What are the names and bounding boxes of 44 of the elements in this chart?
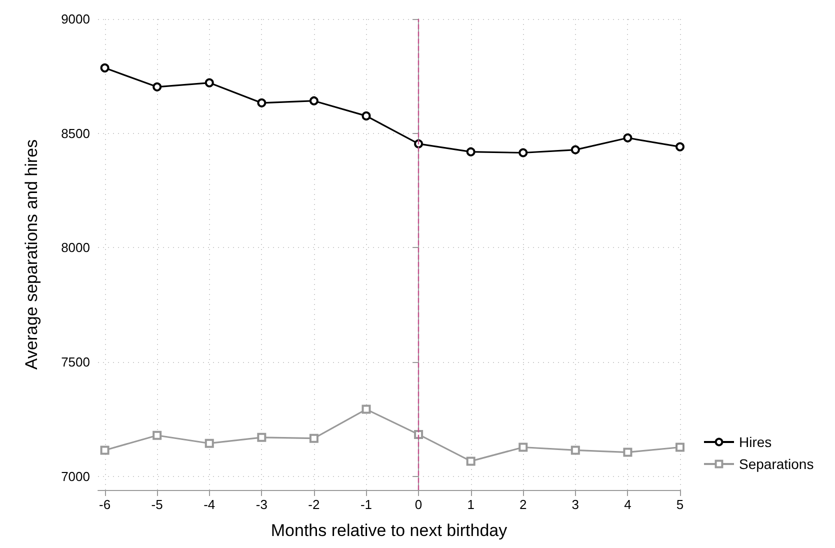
- x-axis-title: Months relative to next birthday: [270, 521, 508, 540]
- x-tick-label: 4: [624, 497, 632, 512]
- point: [676, 442, 684, 452]
- x-tick-label: 5: [676, 497, 684, 512]
- point: [466, 147, 476, 156]
- y-axis-title: Average separations and hires: [22, 139, 41, 370]
- point: [570, 446, 580, 455]
- y-tick-label: 8000: [61, 240, 90, 256]
- point: [152, 82, 162, 92]
- x-tick-label: -3: [256, 497, 268, 512]
- point: [518, 148, 528, 158]
- x-tick-label: -6: [99, 497, 111, 512]
- x-tick-label: -4: [204, 497, 216, 512]
- point: [414, 430, 424, 439]
- point: [362, 111, 371, 120]
- point: [100, 446, 110, 455]
- y-tick-label: 7500: [61, 354, 90, 370]
- point: [152, 430, 162, 440]
- point: [623, 133, 632, 142]
- point: [100, 63, 110, 72]
- point: [309, 434, 318, 443]
- x-tick-label: 1: [467, 497, 474, 512]
- legend-label: Separations: [739, 456, 814, 472]
- point: [676, 142, 684, 152]
- point: [204, 78, 214, 88]
- x-tick-label: 2: [520, 497, 527, 512]
- y-tick-label: 7000: [61, 468, 90, 484]
- point: [257, 432, 266, 442]
- point: [623, 448, 632, 457]
- x-tick-label: 0: [414, 497, 422, 512]
- point: [518, 442, 528, 452]
- point: [362, 404, 371, 414]
- x-tick-label: -5: [151, 497, 163, 512]
- y-tick-label: 8500: [61, 126, 90, 141]
- point: [257, 98, 266, 108]
- point: [570, 145, 580, 154]
- point: [466, 456, 476, 466]
- y-tick-label: 9000: [61, 12, 90, 26]
- x-tick-label: 3: [572, 497, 580, 512]
- legend-label: Hires: [739, 434, 772, 450]
- x-tick-label: -1: [360, 497, 372, 512]
- point: [309, 96, 318, 106]
- x-tick-label: -2: [308, 497, 320, 512]
- point: [204, 438, 214, 448]
